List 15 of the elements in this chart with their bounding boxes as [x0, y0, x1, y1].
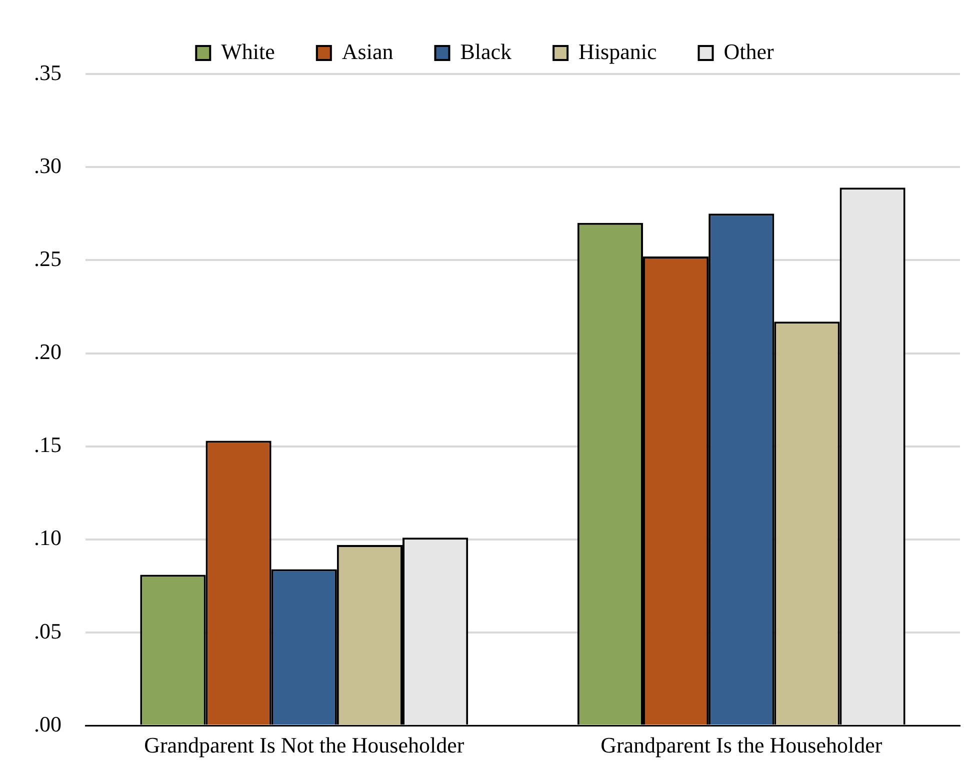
y-tick-label: .05	[34, 618, 62, 644]
legend-label: Asian	[342, 38, 394, 64]
x-tick-label: Grandparent Is Not the Householder	[144, 732, 465, 758]
y-tick-label: .15	[34, 432, 62, 458]
legend-label: Other	[724, 38, 775, 64]
y-tick-label: .35	[34, 60, 62, 85]
legend-label: White	[221, 38, 275, 64]
y-tick-label: .10	[34, 525, 62, 550]
y-tick-label: .00	[34, 711, 62, 736]
x-tick-label: Grandparent Is the Householder	[600, 732, 883, 758]
y-tick-label: .25	[34, 246, 62, 271]
y-tick-label: .30	[34, 152, 62, 178]
legend-label: Hispanic	[578, 38, 657, 64]
legend-label: Black	[460, 38, 512, 64]
y-tick-label: .20	[34, 339, 62, 364]
